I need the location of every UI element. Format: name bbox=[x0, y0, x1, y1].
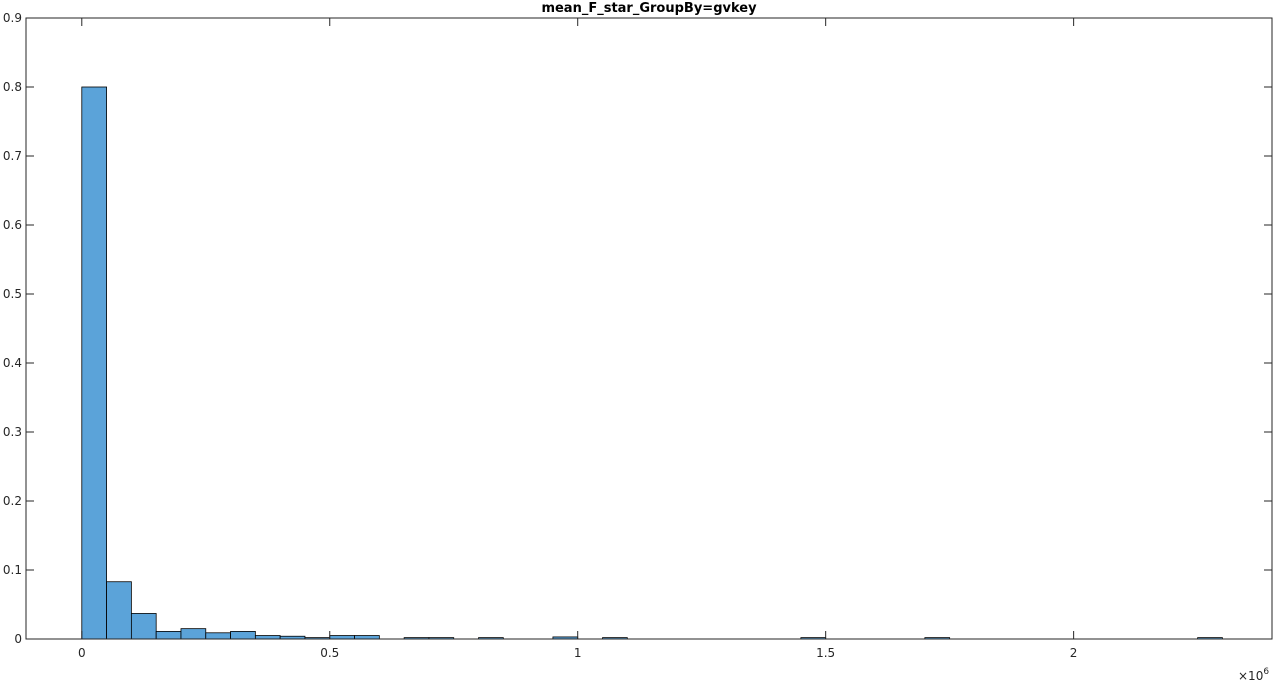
x-tick-label: 0 bbox=[78, 646, 86, 660]
histogram-bar bbox=[180, 628, 207, 640]
y-tick-label: 0.2 bbox=[3, 494, 22, 508]
histogram-bar bbox=[329, 635, 355, 640]
y-tick-label: 0.8 bbox=[3, 80, 22, 94]
y-tick-label: 0.5 bbox=[3, 287, 22, 301]
histogram-bar bbox=[205, 632, 231, 640]
x-axis-exponent-label: ×106 bbox=[1238, 667, 1269, 680]
histogram-bar bbox=[230, 631, 256, 640]
y-tick-label: 0.3 bbox=[3, 425, 22, 439]
x-tick-label: 2 bbox=[1070, 646, 1078, 660]
y-tick-label: 0.4 bbox=[3, 356, 22, 370]
chart-title: mean_F_star_GroupBy=gvkey bbox=[541, 1, 757, 16]
histogram-bar bbox=[254, 635, 281, 640]
x-tick-label: 1.5 bbox=[816, 646, 835, 660]
x-exponent-power: 6 bbox=[1263, 667, 1269, 677]
histogram-bar bbox=[106, 581, 132, 640]
y-tick-label: 0.6 bbox=[3, 218, 22, 232]
histogram-bar bbox=[354, 635, 380, 640]
y-tick-label: 0.1 bbox=[3, 563, 22, 577]
histogram-bar bbox=[155, 631, 182, 640]
x-exponent-base: ×10 bbox=[1238, 669, 1263, 680]
y-tick-label: 0 bbox=[14, 632, 22, 646]
axis-ticks bbox=[26, 17, 1272, 640]
histogram-bar bbox=[130, 613, 157, 640]
x-tick-label: 0.5 bbox=[320, 646, 339, 660]
x-tick-label: 1 bbox=[574, 646, 582, 660]
histogram-bar bbox=[81, 86, 107, 640]
axis-tick-labels: 0 0.5 1 1.5 2 0 0.1 0.2 0.3 0.4 0.5 0.6 0.7 0.8 0.9 bbox=[3, 11, 1078, 660]
y-tick-label: 0.9 bbox=[3, 11, 22, 25]
histogram-bars bbox=[81, 86, 1223, 640]
plot-area-box bbox=[25, 17, 1273, 640]
y-tick-label: 0.7 bbox=[3, 149, 22, 163]
